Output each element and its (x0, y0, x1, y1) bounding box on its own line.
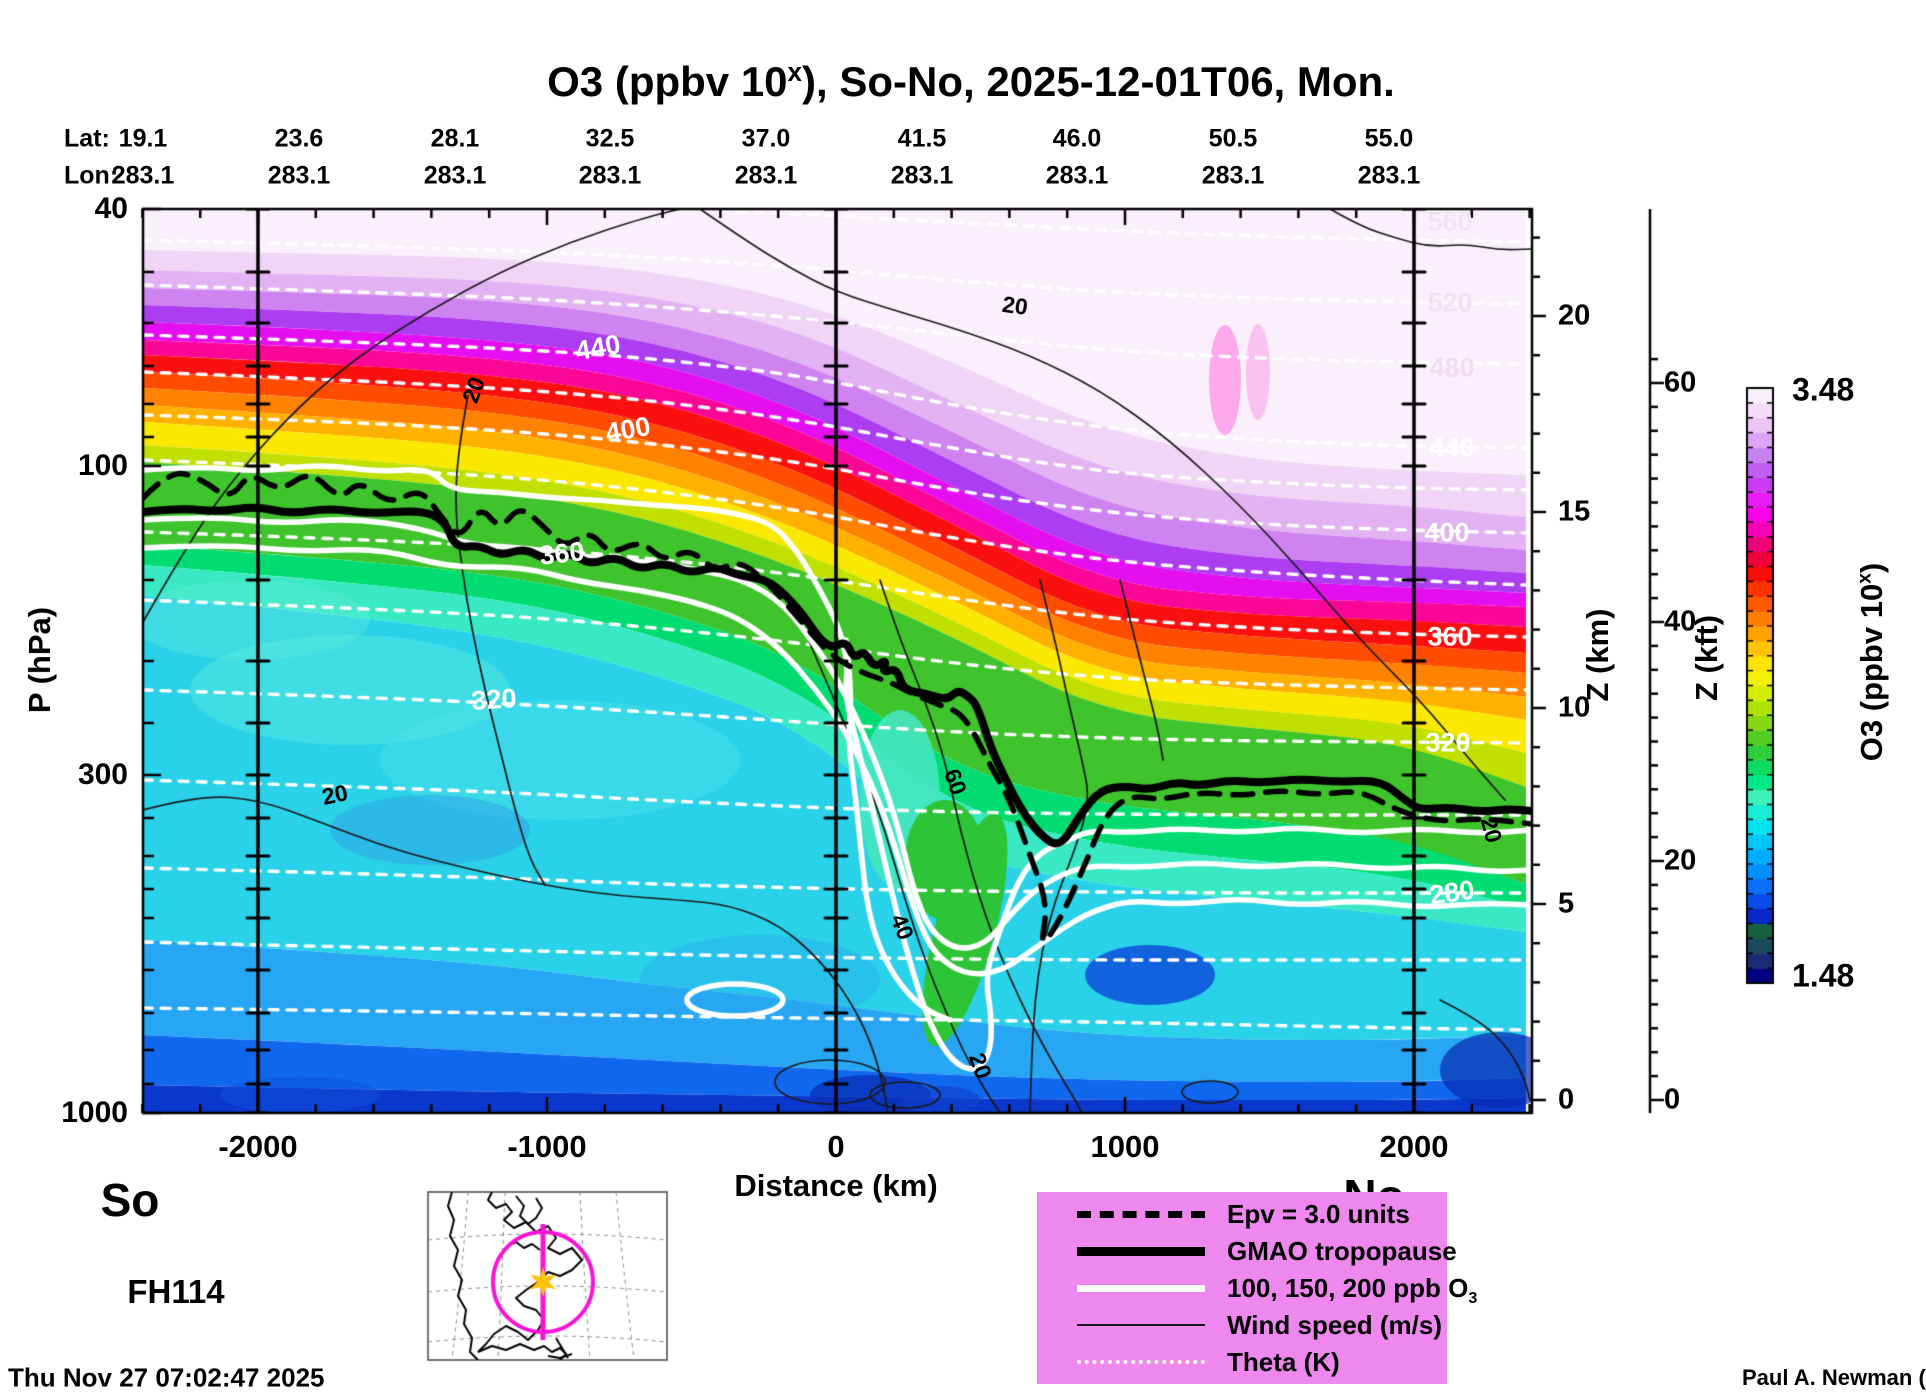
z-km-tick-label: 10 (1558, 691, 1591, 724)
pressure-tick-label: 40 (94, 192, 128, 225)
distance-tick-label: 0 (827, 1129, 845, 1164)
lat-value: 19.1 (118, 124, 168, 153)
legend-sample-dash-line (1077, 1210, 1205, 1218)
theta-contour-label: 560 (1427, 206, 1473, 237)
legend-label: GMAO tropopause (1227, 1235, 1457, 1266)
z-km-tick-label: 5 (1558, 887, 1575, 920)
distance-tick-label: 2000 (1379, 1129, 1449, 1164)
legend-box: Epv = 3.0 units GMAO tropopause 100, 150, … (1037, 1192, 1477, 1384)
legend-sample-white-line (1077, 1284, 1205, 1292)
colorbar-title: O3 (ppbv 10x) (1854, 562, 1889, 762)
lat-value: 50.5 (1208, 124, 1258, 153)
lon-value: 283.1 (423, 161, 487, 190)
legend-label: Theta (K) (1227, 1346, 1340, 1377)
lat-value: 55.0 (1364, 124, 1414, 153)
theta-contour-label: 400 (1424, 517, 1470, 548)
legend-label: Epv = 3.0 units (1227, 1198, 1410, 1229)
colorbar-max-label: 3.48 (1792, 371, 1855, 408)
lon-value: 283.1 (578, 161, 642, 190)
lon-value: 283.1 (890, 161, 954, 190)
legend-item: Wind speed (m/s) (1037, 1309, 1447, 1340)
distance-tick-label: 1000 (1090, 1129, 1160, 1164)
theta-contour-label: 320 (470, 682, 518, 717)
legend-item: 100, 150, 200 ppb O3 (1037, 1273, 1477, 1306)
theta-contour-label: 280 (1427, 874, 1477, 911)
z-kft-tick-label: 40 (1664, 605, 1697, 638)
wind-contour-label: 20 (1000, 290, 1030, 321)
distance-tick-label: -1000 (507, 1129, 587, 1164)
legend-sample-thin-line (1077, 1324, 1205, 1326)
lon-row-label: Lon: (64, 161, 119, 190)
lat-row-label: Lat: (64, 124, 110, 153)
z-kft-tick-label: 60 (1664, 366, 1697, 399)
legend-sample-thick-line (1077, 1246, 1205, 1256)
theta-contour-label: 360 (537, 536, 586, 571)
z-kft-tick-label: 20 (1664, 844, 1697, 877)
lat-value: 32.5 (585, 124, 635, 153)
theta-contour-label: 360 (1427, 621, 1473, 652)
legend-item: Theta (K) (1037, 1346, 1447, 1377)
wind-contour-label: 20 (319, 779, 351, 810)
lon-value: 283.1 (267, 161, 331, 190)
pressure-tick-label: 300 (77, 758, 128, 791)
theta-contour-label: 440 (1429, 432, 1475, 463)
y-axis-title: P (hPa) (22, 606, 57, 714)
theta-contour-label: 320 (1425, 727, 1471, 758)
pressure-tick-label: 1000 (61, 1096, 128, 1129)
z-km-tick-label: 0 (1558, 1083, 1575, 1116)
colorbar-min-label: 1.48 (1792, 957, 1855, 994)
page-title: O3 (ppbv 10x), So-No, 2025-12-01T06, Mon… (547, 57, 1395, 105)
theta-contour-label: 480 (1429, 352, 1475, 383)
lon-value: 283.1 (734, 161, 798, 190)
lat-value: 46.0 (1052, 124, 1102, 153)
z-kft-tick-label: 0 (1664, 1083, 1681, 1116)
legend-item: Epv = 3.0 units (1037, 1198, 1447, 1229)
z-km-tick-label: 20 (1558, 299, 1591, 332)
lat-value: 37.0 (741, 124, 791, 153)
flight-id: FH114 (127, 1273, 225, 1310)
lon-value: 283.1 (1201, 161, 1265, 190)
lat-value: 41.5 (897, 124, 947, 153)
distance-tick-label: -2000 (218, 1129, 298, 1164)
lon-value: 283.1 (1045, 161, 1109, 190)
x-axis-title: Distance (km) (734, 1168, 938, 1203)
z-km-axis-title: Z (km) (1580, 608, 1615, 702)
timestamp: Thu Nov 27 07:02:47 2025 (8, 1362, 325, 1393)
lon-value: 283.1 (1357, 161, 1421, 190)
theta-contour-label: 520 (1427, 287, 1473, 318)
south-corner-label: So (100, 1174, 160, 1226)
pressure-tick-label: 100 (77, 449, 128, 482)
lat-value: 28.1 (430, 124, 480, 153)
lat-value: 23.6 (274, 124, 324, 153)
z-km-tick-label: 15 (1558, 495, 1591, 528)
legend-sample-dot-line (1077, 1360, 1205, 1364)
legend-item: GMAO tropopause (1037, 1236, 1457, 1266)
lon-value: 283.1 (111, 161, 175, 190)
legend-label: 100, 150, 200 ppb O3 (1227, 1272, 1478, 1307)
credit: Paul A. Newman (NASA (1742, 1365, 1926, 1390)
legend-label: Wind speed (m/s) (1227, 1309, 1443, 1340)
